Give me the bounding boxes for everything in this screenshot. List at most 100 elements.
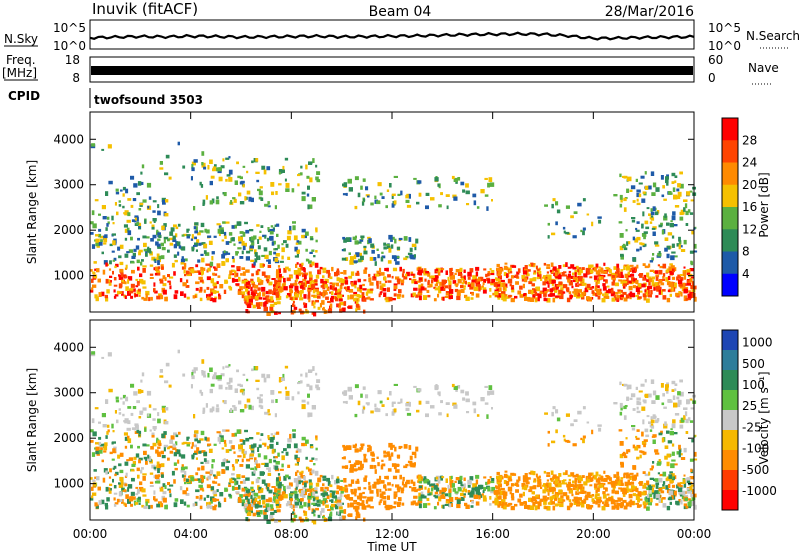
velocity-cell: [669, 431, 674, 436]
velocity-cell: [138, 434, 141, 437]
power-cell: [427, 285, 431, 288]
power-cell: [340, 278, 346, 284]
velocity-cell: [96, 476, 100, 481]
power-cell: [146, 236, 150, 239]
power-cell: [669, 263, 673, 266]
power-cell: [570, 215, 574, 219]
power-cell: [589, 269, 594, 274]
velocity-cell: [390, 452, 394, 457]
velocity-cell: [683, 482, 687, 488]
power-cell: [175, 226, 179, 230]
power-cell: [134, 294, 139, 297]
velocity-cell: [292, 509, 295, 512]
velocity-cell: [283, 448, 287, 452]
velocity-cell: [524, 504, 528, 509]
power-cell: [566, 297, 571, 303]
velocity-cell: [218, 440, 221, 445]
power-cell: [578, 283, 582, 286]
power-cell: [315, 176, 319, 181]
velocity-cell: [536, 484, 540, 488]
power-cell: [220, 229, 224, 234]
power-cell: [271, 241, 274, 246]
power-cell: [482, 282, 485, 286]
power-cell: [396, 278, 401, 282]
power-cell: [373, 273, 376, 279]
power-cell: [499, 282, 504, 287]
velocity-cell: [142, 476, 146, 481]
power-cell: [335, 270, 340, 276]
velocity-cell: [217, 483, 221, 486]
power-cell: [303, 303, 308, 308]
velocity-cell: [667, 477, 672, 481]
velocity-cell: [451, 383, 455, 388]
velocity-cell: [251, 471, 256, 476]
power-cell: [124, 237, 128, 241]
velocity-cell: [490, 481, 495, 484]
velocity-cell: [676, 484, 679, 489]
velocity-cell: [357, 466, 362, 471]
power-cell: [555, 221, 558, 226]
velocity-cell: [652, 414, 656, 419]
velocity-cell: [164, 421, 169, 425]
power-cell: [510, 297, 515, 303]
velocity-cell: [530, 470, 534, 475]
velocity-cell: [626, 502, 630, 507]
velocity-cell: [368, 485, 372, 491]
power-cell: [202, 267, 206, 271]
velocity-cell: [693, 451, 697, 457]
velocity-cell: [380, 480, 385, 484]
power-cell: [470, 282, 475, 287]
velocity-cell: [194, 438, 199, 442]
power-cell: [683, 274, 687, 280]
power-cell: [576, 284, 580, 287]
velocity-cell: [376, 478, 380, 481]
velocity-cell: [567, 474, 572, 477]
power-cell: [169, 237, 174, 241]
power-cell: [232, 197, 236, 200]
velocity-cell: [629, 397, 633, 400]
power-cell: [552, 297, 556, 303]
power-cell: [190, 268, 195, 274]
velocity-cell: [137, 445, 140, 449]
power-cell: [535, 286, 539, 290]
velocity-cell: [668, 490, 674, 496]
velocity-cell: [196, 447, 200, 451]
power-cell: [610, 291, 615, 297]
power-cell: [327, 300, 331, 303]
velocity-cell: [393, 464, 397, 470]
power-cell: [124, 275, 128, 279]
power-cell: [572, 291, 575, 294]
velocity-cell: [236, 369, 239, 373]
velocity-cell: [476, 492, 481, 496]
power-cell: [119, 261, 124, 266]
power-cell: [339, 301, 344, 306]
velocity-cell: [644, 393, 649, 398]
power-cell: [165, 154, 170, 159]
velocity-cell: [349, 467, 354, 473]
power-cell: [441, 279, 446, 285]
velocity-cell: [315, 435, 318, 439]
power-cell: [398, 237, 403, 241]
velocity-cell: [646, 480, 650, 486]
velocity-cell: [264, 483, 268, 486]
velocity-cell: [278, 519, 281, 523]
power-cell: [652, 182, 657, 188]
velocity-cell: [391, 401, 396, 404]
power-cell: [193, 270, 198, 273]
velocity-cell: [350, 502, 354, 508]
velocity-cell: [257, 485, 260, 491]
velocity-cell: [348, 460, 351, 463]
velocity-cell: [225, 449, 230, 453]
power-cell: [339, 294, 343, 299]
power-cell: [104, 234, 108, 239]
velocity-cell: [441, 487, 446, 493]
velocity-cell: [241, 502, 244, 507]
power-cell: [315, 239, 318, 243]
velocity-cell: [406, 479, 410, 485]
velocity-cell: [439, 489, 442, 494]
power-cell: [186, 234, 191, 237]
velocity-cell: [619, 411, 623, 416]
velocity-cell: [381, 463, 386, 467]
velocity-cell: [621, 453, 627, 456]
velocity-cell: [614, 490, 619, 495]
